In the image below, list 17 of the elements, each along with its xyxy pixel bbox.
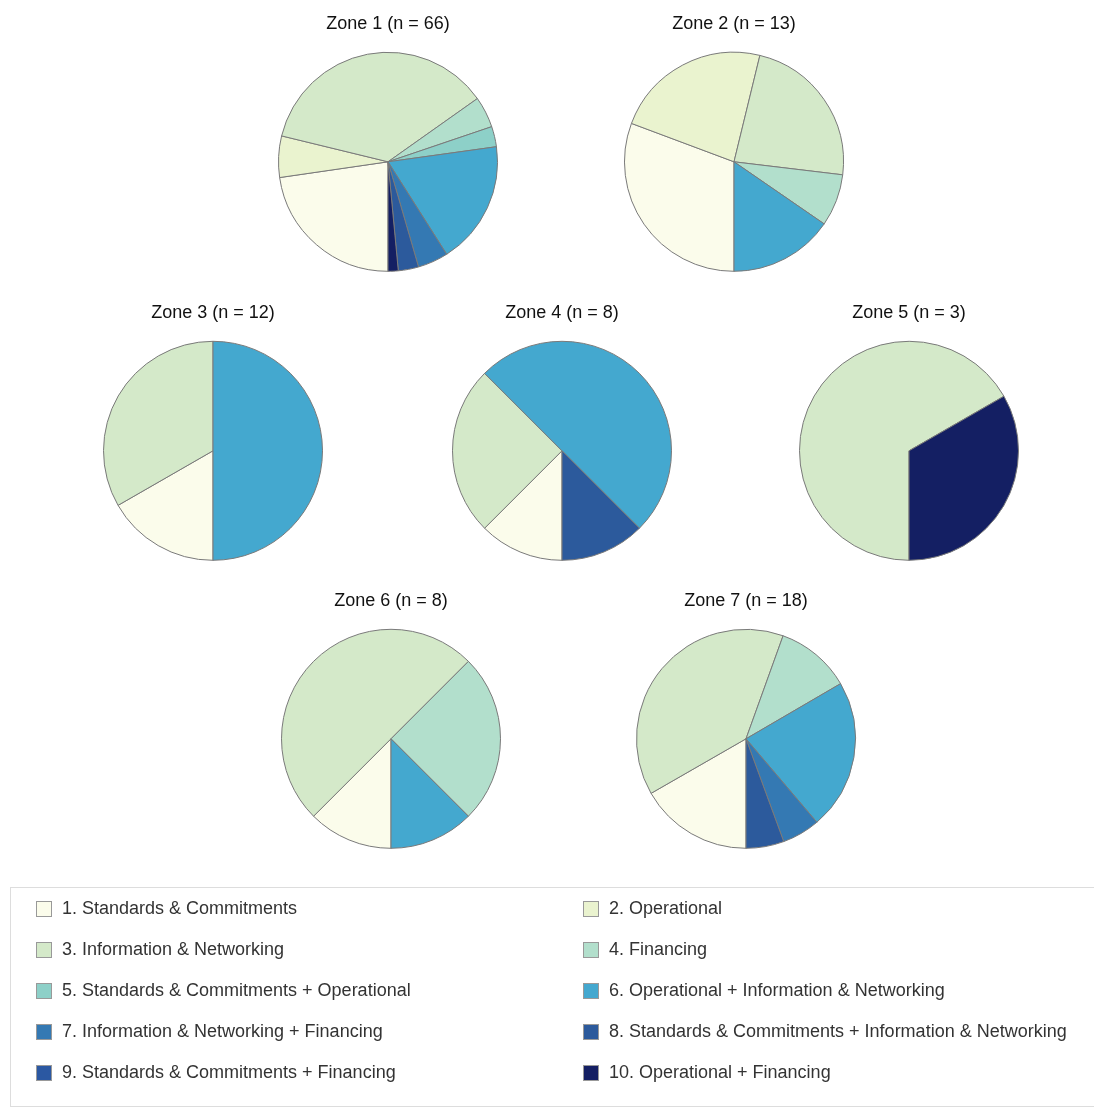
chart-title: Zone 5 (n = 3) [852,301,966,322]
legend-label: 5. Standards & Commitments + Operational [62,980,411,1001]
chart-title: Zone 6 (n = 8) [334,589,448,610]
chart-title: Zone 4 (n = 8) [505,301,619,322]
legend-label: 7. Information & Networking + Financing [62,1021,383,1042]
chart-title: Zone 3 (n = 12) [151,301,275,322]
legend-label: 10. Operational + Financing [609,1062,831,1083]
chart-title: Zone 7 (n = 18) [684,589,808,610]
legend-label: 6. Operational + Information & Networking [609,980,945,1001]
legend-label: 2. Operational [609,898,723,919]
chart-title: Zone 1 (n = 66) [326,12,450,33]
legend-label: 3. Information & Networking [62,939,285,960]
legend-label: 8. Standards & Commitments + Information & Networking [609,1021,1067,1042]
legend-label: 4. Financing [609,939,708,960]
legend-label: 9. Standards & Commitments + Financing [62,1062,396,1083]
legend-label: 1. Standards & Commitments [62,898,298,919]
chart-title: Zone 2 (n = 13) [672,12,796,33]
